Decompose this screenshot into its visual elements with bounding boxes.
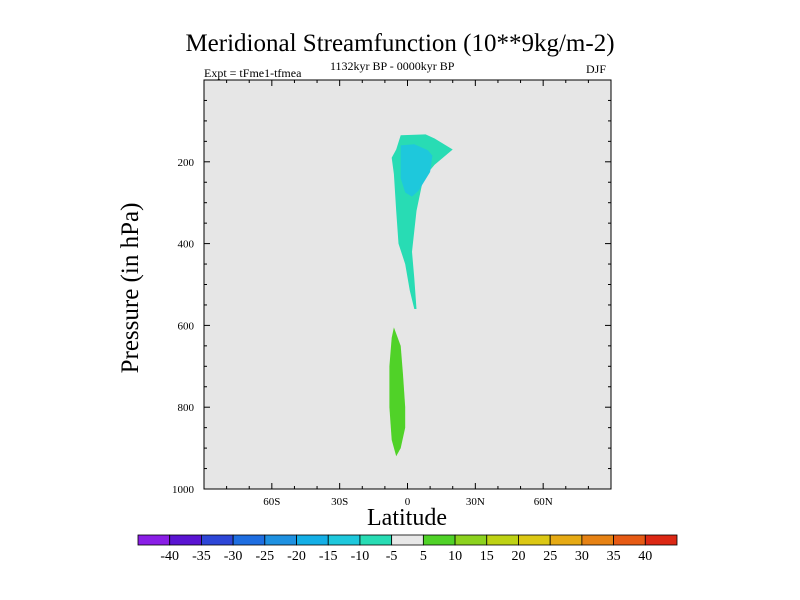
colorbar-box xyxy=(327,534,361,546)
y-tick-label: 400 xyxy=(178,239,195,251)
colorbar-label: -25 xyxy=(255,549,274,564)
colorbar-label: 20 xyxy=(512,549,526,564)
colorbar-box xyxy=(613,534,646,546)
y-tick-label: 1000 xyxy=(172,484,195,496)
colorbar-box xyxy=(232,534,266,546)
colorbar-label: -40 xyxy=(160,549,179,564)
colorbar-label: 5 xyxy=(420,549,427,564)
upper-core xyxy=(400,144,433,197)
experiment-label: Expt = tFme1-tfmea xyxy=(204,66,302,80)
contour-regions xyxy=(389,134,453,457)
x-tick-label: 0 xyxy=(405,496,411,508)
colorbar-box xyxy=(264,534,297,546)
x-axis-label: Latitude xyxy=(367,505,447,531)
season-label: DJF xyxy=(586,62,607,76)
colorbar-label: 10 xyxy=(448,549,462,564)
lower-positive-cell xyxy=(389,327,406,457)
colorbar-box xyxy=(581,534,614,546)
colorbar-box xyxy=(201,534,234,546)
colorbar-box xyxy=(644,534,678,546)
colorbar-box xyxy=(518,534,551,546)
colorbar-label: 35 xyxy=(607,549,621,564)
x-tick-label: 30S xyxy=(331,496,348,508)
y-tick-label: 200 xyxy=(178,157,195,169)
colorbar-box xyxy=(549,534,583,546)
chart-title: Meridional Streamfunction (10**9kg/m-2) xyxy=(185,30,615,57)
colorbar-label: -15 xyxy=(319,549,338,564)
y-tick-label: 600 xyxy=(178,320,195,332)
period-label: 1132kyr BP - 0000kyr BP xyxy=(330,59,455,73)
colorbar-box xyxy=(391,534,424,546)
colorbar-label: -10 xyxy=(351,549,370,564)
colorbar-box xyxy=(359,534,393,546)
colorbar-label: -20 xyxy=(287,549,306,564)
colorbar-label: -30 xyxy=(224,549,243,564)
axes: 60S 30S 0 30N 60N 200 400 600 800 1000 xyxy=(172,80,611,508)
colorbar-box xyxy=(296,534,329,546)
colorbar-labels: -40 -35 -30 -25 -20 -15 -10 -5 5 10 15 20 25 30 35 40 xyxy=(160,549,652,564)
colorbar-box xyxy=(486,534,519,546)
colorbar-label: 15 xyxy=(480,549,494,564)
colorbar-box xyxy=(454,534,488,546)
colorbar-label: 25 xyxy=(543,549,557,564)
colorbar-box xyxy=(169,534,202,546)
colorbar-box xyxy=(137,534,171,546)
colorbar-box xyxy=(422,534,456,546)
x-tick-label: 60S xyxy=(263,496,280,508)
x-tick-label: 30N xyxy=(466,496,485,508)
colorbar-boxes xyxy=(137,534,678,546)
x-tick-label: 60N xyxy=(534,496,553,508)
colorbar-label: 40 xyxy=(638,549,652,564)
colorbar-label: -35 xyxy=(192,549,211,564)
y-tick-label: 800 xyxy=(178,402,195,414)
colorbar-label: 30 xyxy=(575,549,589,564)
colorbar-label: -5 xyxy=(386,549,398,564)
